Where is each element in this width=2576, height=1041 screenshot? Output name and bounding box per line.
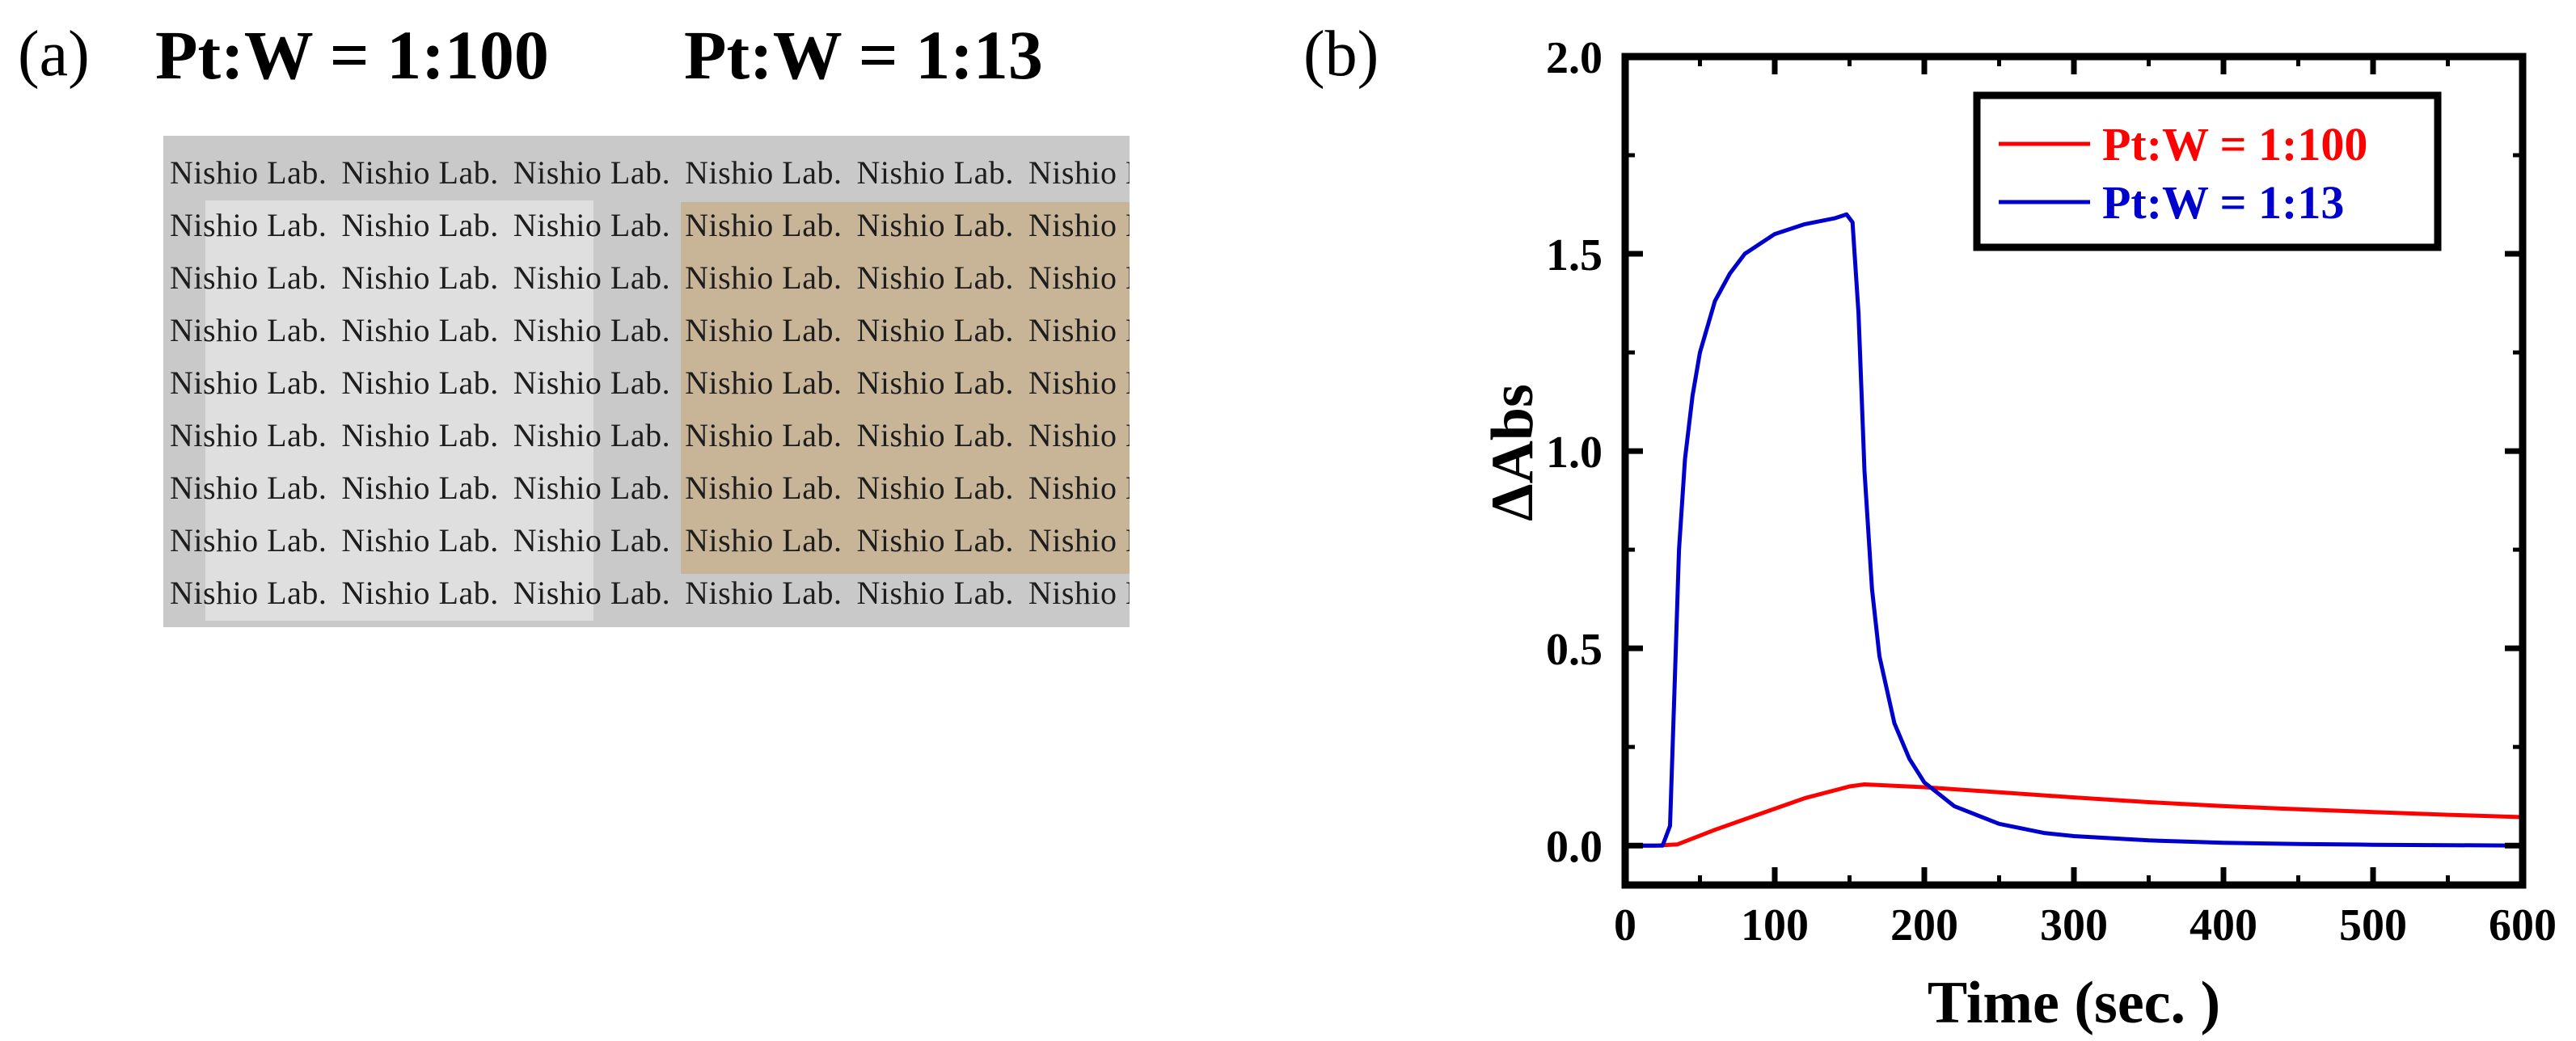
watermark-text: Nishio Lab. (856, 207, 1014, 243)
watermark-text: Nishio Lab. (685, 312, 842, 348)
watermark-text: Nishio Lab. (170, 207, 327, 243)
sample-photo: Nishio Lab. Nishio Lab. Nishio Lab. Nishio … (163, 136, 1130, 627)
watermark-text: Nishio Lab. (513, 312, 671, 348)
x-tick-label: 600 (2489, 900, 2557, 950)
watermark-row: Nishio Lab. Nishio Lab. Nishio Lab. Nishio … (170, 416, 1130, 454)
watermark-text: Nishio Lab. (685, 417, 842, 453)
watermark-text: Nishio Lab. (856, 522, 1014, 558)
y-axis-label: ΔAbs (1480, 384, 1546, 521)
photo-title-left: Pt:W = 1:100 (155, 16, 549, 94)
watermark-text: Nishio Lab. (341, 522, 499, 558)
watermark-text: Nishio Lab. (1028, 312, 1130, 348)
watermark-text: Nishio Lab. (685, 259, 842, 296)
watermark-text: Nishio Lab. (1028, 259, 1130, 296)
watermark-text: Nishio Lab. (685, 207, 842, 243)
watermark-text: Nishio Lab. (170, 154, 327, 191)
watermark-text: Nishio Lab. (513, 207, 671, 243)
x-tick-label: 0 (1614, 900, 1636, 950)
watermark-text: Nishio Lab. (170, 417, 327, 453)
watermark-text: Nishio Lab. (856, 417, 1014, 453)
watermark-text: Nishio Lab. (341, 154, 499, 191)
watermark-text: Nishio Lab. (513, 575, 671, 611)
y-tick-label: 0.5 (1546, 625, 1603, 675)
series-line-pt-w-1-100 (1625, 782, 2523, 848)
watermark-text: Nishio Lab. (341, 259, 499, 296)
y-tick-label: 1.0 (1546, 428, 1603, 478)
watermark-text: Nishio Lab. (513, 259, 671, 296)
watermark-text: Nishio Lab. (170, 365, 327, 401)
legend-label-blue: Pt:W = 1:13 (2102, 176, 2344, 229)
panel-label-a: (a) (18, 19, 90, 90)
watermark-text: Nishio Lab. (856, 575, 1014, 611)
watermark-text: Nishio Lab. (856, 154, 1014, 191)
watermark-row: Nishio Lab. Nishio Lab. Nishio Lab. Nishio … (170, 364, 1130, 402)
watermark-text: Nishio Lab. (513, 417, 671, 453)
watermark-text: Nishio Lab. (856, 312, 1014, 348)
watermark-text: Nishio Lab. (1028, 575, 1130, 611)
watermark-text: Nishio Lab. (685, 154, 842, 191)
watermark-text: Nishio Lab. (1028, 154, 1130, 191)
watermark-text: Nishio Lab. (685, 470, 842, 506)
watermark-text: Nishio Lab. (1028, 365, 1130, 401)
watermark-row: Nishio Lab. Nishio Lab. Nishio Lab. Nishio … (170, 206, 1130, 244)
legend: Pt:W = 1:100 Pt:W = 1:13 (1973, 91, 2442, 251)
watermark-text-grid: Nishio Lab. Nishio Lab. Nishio Lab. Nishio … (163, 136, 1130, 627)
watermark-text: Nishio Lab. (856, 259, 1014, 296)
legend-box (1973, 91, 2442, 251)
y-tick-label: 1.5 (1546, 230, 1603, 280)
watermark-text: Nishio Lab. (856, 470, 1014, 506)
x-tick-label: 200 (1890, 900, 1958, 950)
watermark-text: Nishio Lab. (685, 575, 842, 611)
watermark-row: Nishio Lab. Nishio Lab. Nishio Lab. Nishio … (170, 521, 1130, 559)
watermark-text: Nishio Lab. (513, 154, 671, 191)
watermark-row: Nishio Lab. Nishio Lab. Nishio Lab. Nishio … (170, 259, 1130, 297)
watermark-text: Nishio Lab. (856, 365, 1014, 401)
watermark-text: Nishio Lab. (341, 365, 499, 401)
watermark-text: Nishio Lab. (170, 259, 327, 296)
film-sample-1-13 (681, 202, 1130, 574)
watermark-row: Nishio Lab. Nishio Lab. Nishio Lab. Nishio … (170, 311, 1130, 349)
watermark-text: Nishio Lab. (513, 365, 671, 401)
watermark-row: Nishio Lab. Nishio Lab. Nishio Lab. Nishio … (170, 469, 1130, 507)
watermark-text: Nishio Lab. (513, 522, 671, 558)
watermark-text: Nishio Lab. (513, 470, 671, 506)
x-tick-label: 400 (2190, 900, 2257, 950)
watermark-text: Nishio Lab. (341, 312, 499, 348)
watermark-text: Nishio Lab. (341, 470, 499, 506)
photo-title-right: Pt:W = 1:13 (684, 16, 1043, 94)
film-sample-1-100 (205, 200, 593, 621)
panel-label-b: (b) (1303, 19, 1379, 90)
watermark-text: Nishio Lab. (170, 522, 327, 558)
watermark-text: Nishio Lab. (685, 522, 842, 558)
watermark-text: Nishio Lab. (1028, 470, 1130, 506)
x-tick-label: 100 (1741, 900, 1809, 950)
y-tick-label: 0.0 (1546, 822, 1603, 872)
watermark-text: Nishio Lab. (170, 575, 327, 611)
x-tick-label: 500 (2339, 900, 2407, 950)
legend-label-red: Pt:W = 1:100 (2102, 118, 2367, 171)
watermark-text: Nishio Lab. (1028, 522, 1130, 558)
watermark-text: Nishio Lab. (1028, 417, 1130, 453)
x-tick-label: 300 (2040, 900, 2108, 950)
watermark-text: Nishio Lab. (1028, 207, 1130, 243)
watermark-row: Nishio Lab. Nishio Lab. Nishio Lab. Nishio … (170, 574, 1130, 612)
y-tick-label: 2.0 (1546, 33, 1603, 83)
watermark-text: Nishio Lab. (341, 575, 499, 611)
watermark-text: Nishio Lab. (685, 365, 842, 401)
watermark-text: Nishio Lab. (341, 207, 499, 243)
watermark-text: Nishio Lab. (341, 417, 499, 453)
watermark-text: Nishio Lab. (170, 312, 327, 348)
watermark-row: Nishio Lab. Nishio Lab. Nishio Lab. Nishio … (170, 154, 1130, 192)
x-axis-label: Time (sec. ) (1928, 970, 2220, 1036)
series-line-pt-w-1-13 (1625, 212, 2523, 848)
watermark-text: Nishio Lab. (170, 470, 327, 506)
